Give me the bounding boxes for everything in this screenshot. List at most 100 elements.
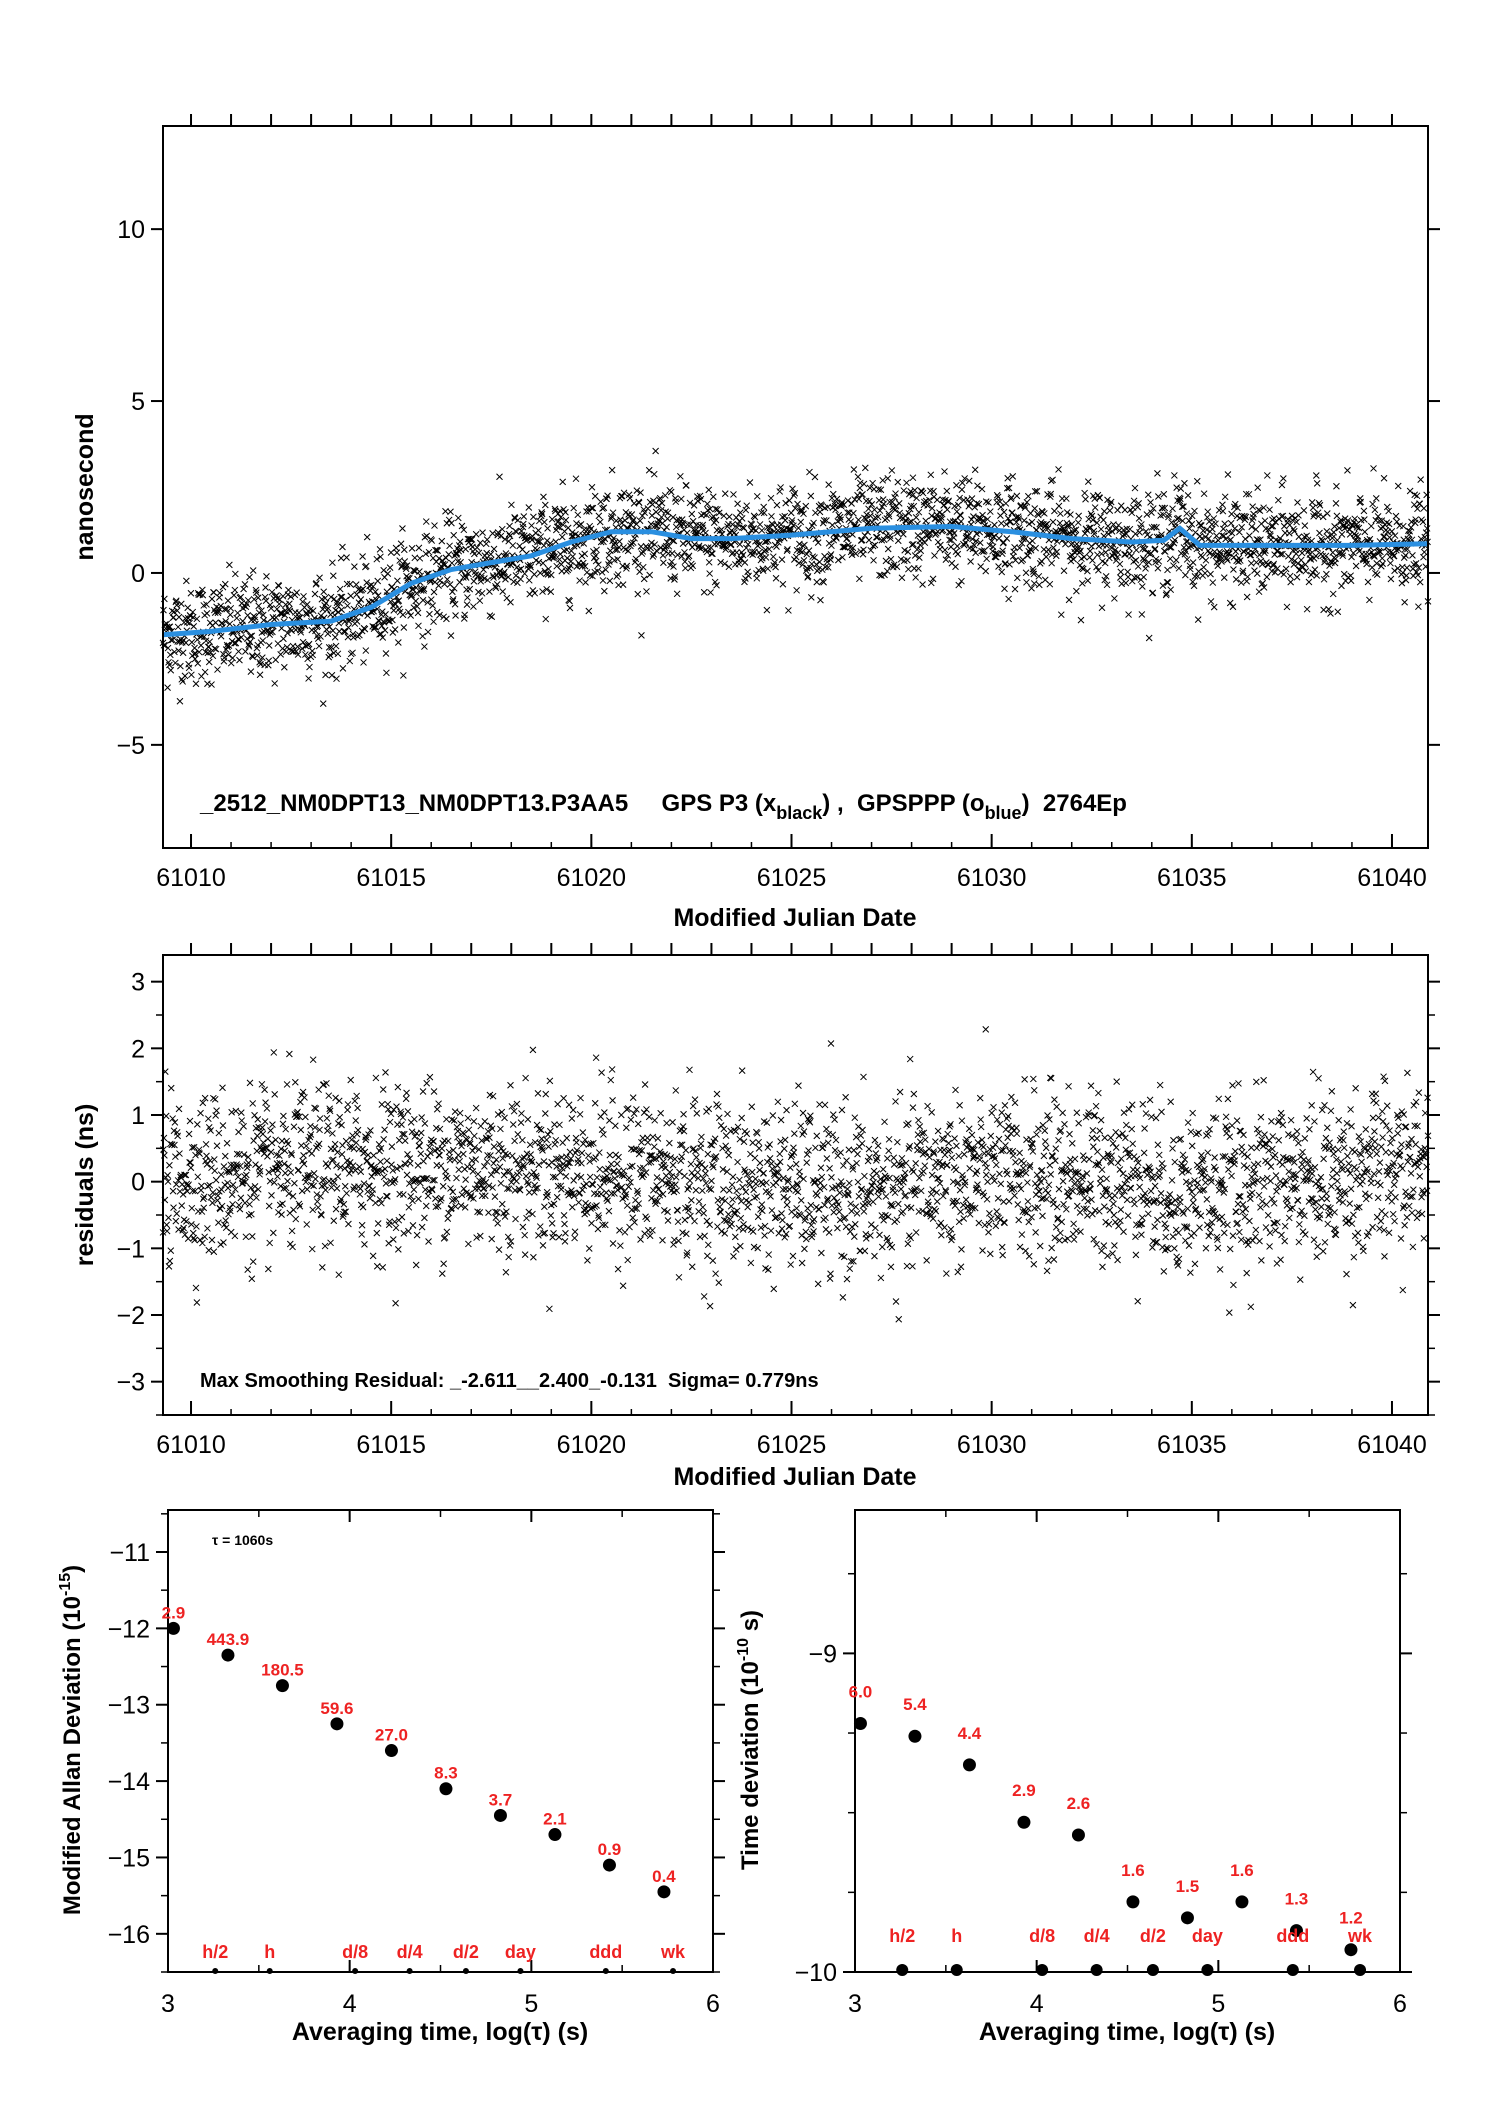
residual-point [936, 1179, 944, 1187]
scatter-point [649, 497, 657, 505]
scatter-point [389, 616, 396, 624]
scatter-point [601, 587, 608, 595]
residual-point [845, 1191, 852, 1199]
residual-point [884, 1237, 892, 1245]
residual-point [309, 1206, 317, 1214]
residual-point [1062, 1168, 1070, 1176]
residual-point [596, 1183, 604, 1191]
residual-point [924, 1102, 931, 1110]
residual-point [392, 1299, 399, 1307]
scatter-point [660, 546, 668, 554]
scatter-point [190, 622, 198, 630]
residual-point [630, 1110, 638, 1117]
residual-point [162, 1112, 170, 1120]
residual-point [983, 1164, 990, 1172]
scatter-point [1282, 565, 1290, 573]
scatter-point [699, 521, 707, 529]
residual-point [190, 1234, 198, 1242]
residual-point [427, 1149, 434, 1157]
residual-point [314, 1204, 322, 1211]
scatter-point [326, 651, 334, 659]
residual-point [562, 1153, 570, 1161]
residual-point [720, 1125, 728, 1133]
scatter-point [952, 563, 959, 571]
scatter-point [1206, 550, 1213, 557]
residual-point [178, 1202, 186, 1209]
scatter-point [1305, 578, 1313, 586]
scatter-point [492, 584, 500, 592]
residual-point [487, 1171, 495, 1179]
scatter-point [1246, 532, 1253, 540]
scatter-point [779, 580, 787, 588]
residual-point [700, 1209, 708, 1217]
scatter-point [413, 602, 421, 610]
scatter-point [607, 515, 615, 522]
residual-point [542, 1090, 550, 1098]
residual-point [438, 1270, 446, 1277]
scatter-point [1100, 507, 1108, 515]
scatter-point [1401, 545, 1409, 553]
residual-point [188, 1220, 195, 1228]
scatter-point [1316, 529, 1323, 537]
scatter-point [1159, 504, 1166, 512]
scatter-point [658, 499, 666, 507]
scatter-point [637, 489, 644, 496]
residual-point [935, 1174, 942, 1182]
residual-point [776, 1158, 784, 1166]
residual-point [926, 1210, 934, 1218]
residual-point [634, 1190, 642, 1197]
scatter-point [870, 556, 877, 564]
scatter-point [377, 553, 384, 561]
scatter-point [989, 543, 997, 551]
residual-point [1119, 1170, 1127, 1177]
residual-point [551, 1140, 559, 1148]
residual-point [1064, 1235, 1072, 1243]
residual-point [700, 1293, 708, 1300]
scatter-point [805, 547, 813, 554]
residual-point [250, 1189, 258, 1196]
scatter-point [555, 523, 563, 531]
scatter-point [1089, 516, 1097, 524]
residual-point [211, 1095, 219, 1103]
residual-point [909, 1104, 917, 1111]
residual-point [1105, 1220, 1113, 1228]
scatter-point [807, 564, 814, 572]
scatter-point [1364, 578, 1372, 586]
scatter-point [189, 608, 197, 616]
residual-point [715, 1114, 723, 1122]
scatter-point [1409, 551, 1416, 559]
residual-point [735, 1193, 742, 1201]
residual-point [434, 1202, 442, 1210]
residual-point [550, 1200, 558, 1208]
scatter-point [530, 571, 538, 578]
scatter-point [1107, 498, 1115, 506]
residual-point [953, 1142, 960, 1150]
scatter-point [508, 501, 515, 509]
residual-point [383, 1192, 391, 1200]
residual-point [763, 1119, 771, 1126]
scatter-point [305, 675, 312, 682]
scatter-point [182, 577, 190, 585]
residual-point [985, 1228, 992, 1236]
residual-point [997, 1180, 1005, 1188]
residual-point [1075, 1183, 1083, 1190]
residual-point [614, 1186, 621, 1194]
residual-point [840, 1253, 848, 1261]
residual-point [1083, 1170, 1091, 1177]
residual-point [508, 1103, 516, 1110]
residual-point [247, 1184, 255, 1192]
scatter-point [222, 618, 230, 625]
scatter-point [1022, 569, 1030, 577]
scatter-point [175, 613, 183, 621]
residual-point [650, 1155, 658, 1163]
scatter-point [379, 634, 387, 641]
residual-point [547, 1212, 555, 1219]
scatter-point [1159, 582, 1167, 590]
residual-point [514, 1131, 522, 1138]
scatter-point [791, 504, 799, 512]
residual-point [242, 1178, 249, 1186]
scatter-point [305, 640, 313, 648]
scatter-point [827, 551, 835, 558]
residual-point [635, 1200, 643, 1207]
scatter-point [869, 542, 877, 550]
